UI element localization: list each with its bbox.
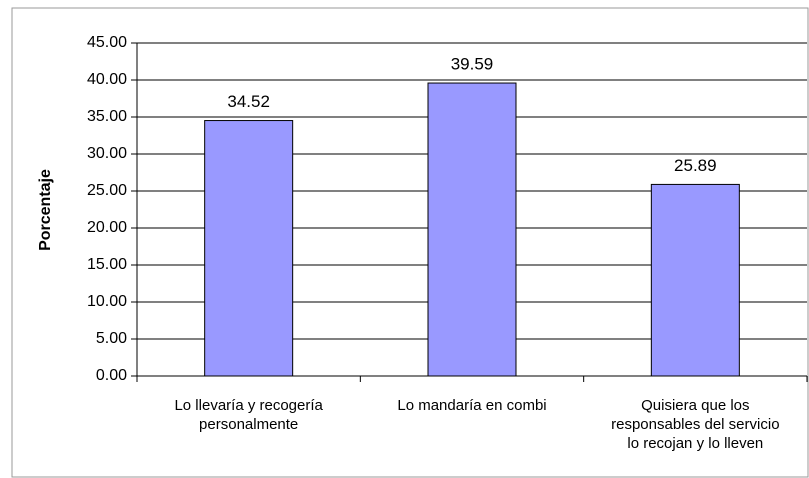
data-label: 34.52 [227,92,270,111]
x-tick-label: Lo llevaría y recogería [174,397,323,414]
x-tick-label: personalmente [199,416,298,433]
x-tick-label: Lo mandaría en combi [397,397,546,414]
x-tick-label: Quisiera que los [641,397,749,414]
y-tick-label: 25.00 [87,182,127,199]
x-tick-label: lo recojan y lo lleven [627,435,763,452]
y-tick-label: 10.00 [87,293,127,310]
y-tick-label: 45.00 [87,34,127,51]
y-tick-label: 0.00 [96,367,127,384]
data-label: 39.59 [451,55,494,74]
y-tick-label: 40.00 [87,71,127,88]
bar [204,120,294,377]
y-tick-label: 20.00 [87,219,127,236]
bar [427,82,517,377]
y-axis-label: Porcentaje [37,169,54,251]
y-tick-label: 30.00 [87,145,127,162]
y-tick-label: 15.00 [87,256,127,273]
y-tick-label: 5.00 [96,330,127,347]
data-label: 25.89 [674,156,717,175]
y-tick-label: 35.00 [87,108,127,125]
x-tick-label: responsables del servicio [611,416,779,433]
bar [650,183,740,377]
